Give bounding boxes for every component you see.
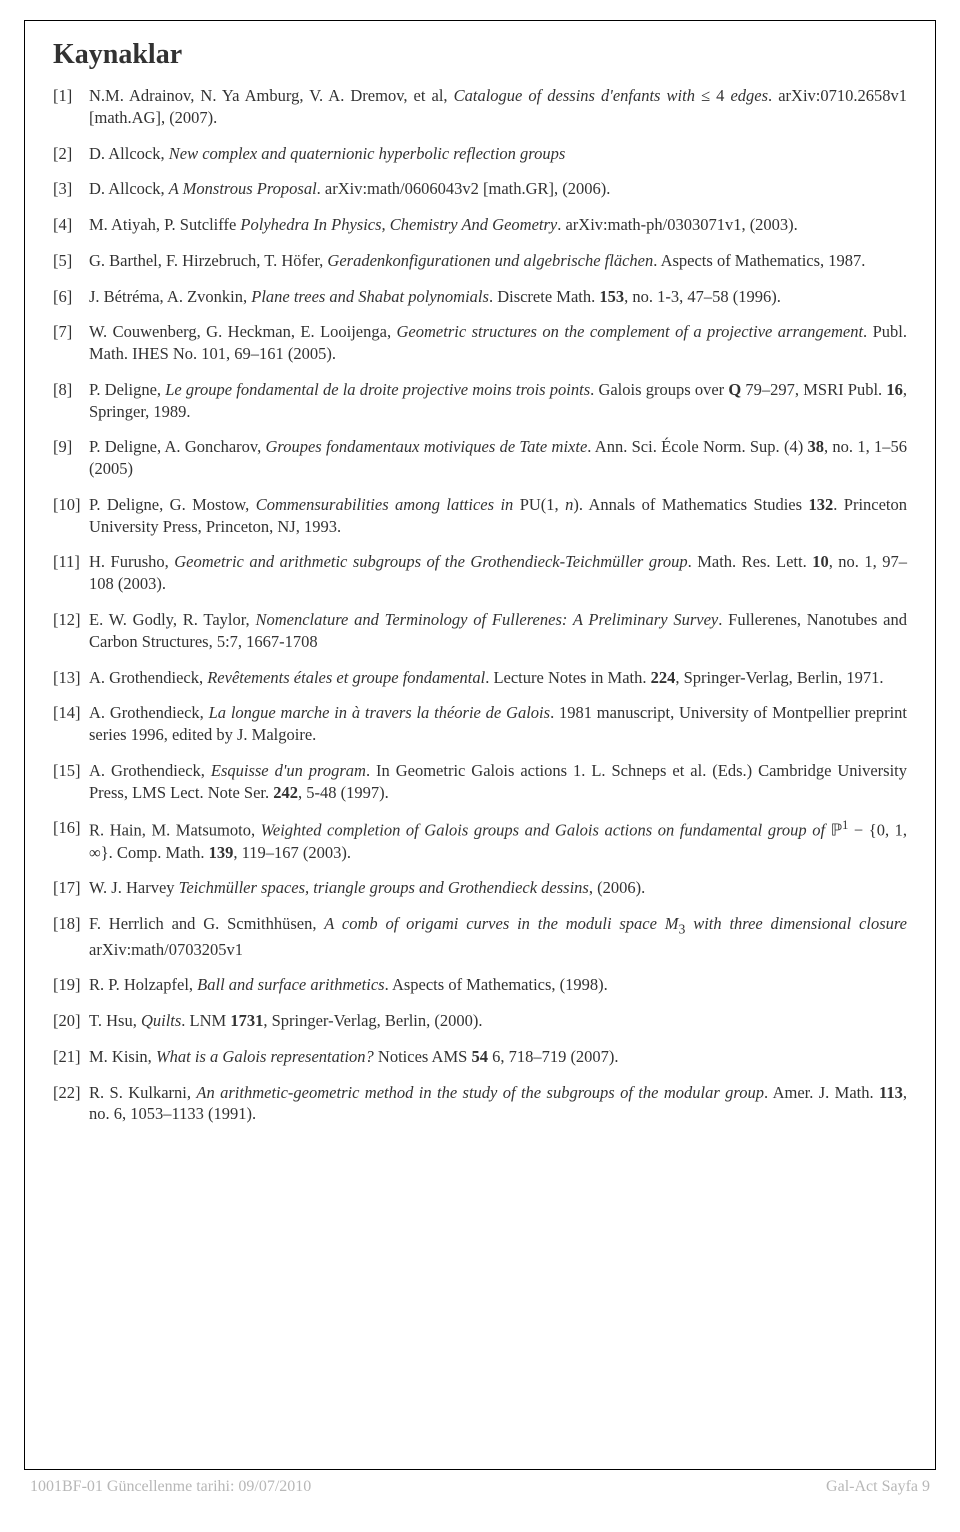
reference-item: T. Hsu, Quilts. LNM 1731, Springer-Verla… bbox=[53, 1010, 907, 1032]
reference-item: R. P. Holzapfel, Ball and surface arithm… bbox=[53, 974, 907, 996]
reference-item: P. Deligne, Le groupe fondamental de la … bbox=[53, 379, 907, 423]
reference-item: D. Allcock, New complex and quaternionic… bbox=[53, 143, 907, 165]
reference-item: P. Deligne, G. Mostow, Commensurabilitie… bbox=[53, 494, 907, 538]
reference-item: R. S. Kulkarni, An arithmetic-geometric … bbox=[53, 1082, 907, 1126]
page-frame: Kaynaklar N.M. Adrainov, N. Ya Amburg, V… bbox=[24, 20, 936, 1470]
footer-left: 1001BF-01 Güncellenme tarihi: 09/07/2010 bbox=[30, 1478, 311, 1496]
page-footer: 1001BF-01 Güncellenme tarihi: 09/07/2010… bbox=[30, 1478, 930, 1496]
reference-item: G. Barthel, F. Hirzebruch, T. Höfer, Ger… bbox=[53, 250, 907, 272]
reference-item: E. W. Godly, R. Taylor, Nomenclature and… bbox=[53, 609, 907, 653]
reference-item: A. Grothendieck, La longue marche in à t… bbox=[53, 702, 907, 746]
footer-right: Gal-Act Sayfa 9 bbox=[826, 1478, 930, 1496]
reference-item: W. J. Harvey Teichmüller spaces, triangl… bbox=[53, 877, 907, 899]
reference-item: W. Couwenberg, G. Heckman, E. Looijenga,… bbox=[53, 321, 907, 365]
reference-item: H. Furusho, Geometric and arithmetic sub… bbox=[53, 551, 907, 595]
reference-item: R. Hain, M. Matsumoto, Weighted completi… bbox=[53, 817, 907, 863]
reference-item: M. Kisin, What is a Galois representatio… bbox=[53, 1046, 907, 1068]
reference-item: N.M. Adrainov, N. Ya Amburg, V. A. Dremo… bbox=[53, 85, 907, 129]
reference-list: N.M. Adrainov, N. Ya Amburg, V. A. Dremo… bbox=[53, 85, 907, 1125]
reference-item: A. Grothendieck, Revêtements étales et g… bbox=[53, 667, 907, 689]
reference-item: P. Deligne, A. Goncharov, Groupes fondam… bbox=[53, 436, 907, 480]
reference-item: J. Bétréma, A. Zvonkin, Plane trees and … bbox=[53, 286, 907, 308]
reference-item: F. Herrlich and G. Scmithhüsen, A comb o… bbox=[53, 913, 907, 960]
reference-item: D. Allcock, A Monstrous Proposal. arXiv:… bbox=[53, 178, 907, 200]
reference-item: A. Grothendieck, Esquisse d'un program. … bbox=[53, 760, 907, 804]
section-title: Kaynaklar bbox=[53, 39, 907, 71]
reference-item: M. Atiyah, P. Sutcliffe Polyhedra In Phy… bbox=[53, 214, 907, 236]
